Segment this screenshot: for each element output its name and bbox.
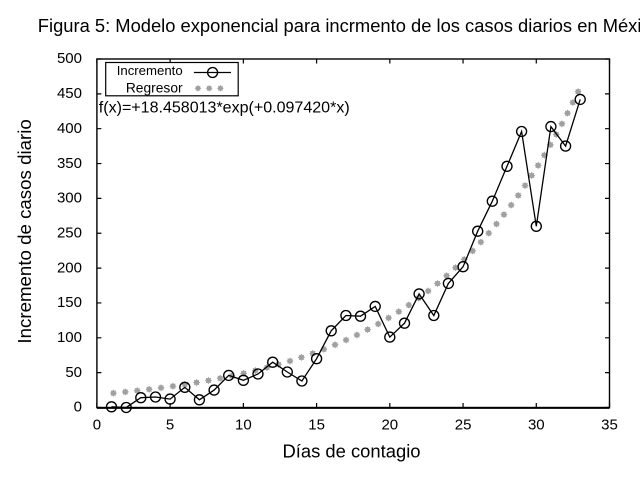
- svg-text:10: 10: [235, 417, 252, 434]
- svg-text:450: 450: [57, 85, 82, 102]
- svg-text:25: 25: [455, 417, 472, 434]
- svg-text:Figura 5: Modelo exponencial p: Figura 5: Modelo exponencial para incrme…: [38, 15, 640, 36]
- svg-text:Incremento: Incremento: [117, 63, 183, 78]
- svg-text:0: 0: [93, 417, 101, 434]
- svg-text:5: 5: [166, 417, 174, 434]
- svg-text:30: 30: [528, 417, 545, 434]
- svg-text:f(x)=+18.458013*exp(+0.097420*: f(x)=+18.458013*exp(+0.097420*x): [99, 98, 350, 116]
- svg-text:Días de contagio: Días de contagio: [282, 441, 420, 462]
- svg-text:500: 500: [57, 50, 82, 67]
- svg-text:15: 15: [308, 417, 325, 434]
- svg-text:20: 20: [381, 417, 398, 434]
- svg-text:200: 200: [57, 259, 82, 276]
- svg-text:250: 250: [57, 224, 82, 241]
- svg-text:50: 50: [65, 364, 82, 381]
- svg-text:Incremento de casos diario: Incremento de casos diario: [14, 119, 35, 343]
- svg-text:350: 350: [57, 155, 82, 172]
- svg-text:100: 100: [57, 329, 82, 346]
- svg-text:400: 400: [57, 120, 82, 137]
- svg-text:0: 0: [74, 399, 82, 416]
- svg-text:150: 150: [57, 294, 82, 311]
- svg-text:Regresor: Regresor: [126, 81, 183, 96]
- svg-text:35: 35: [601, 417, 618, 434]
- svg-text:300: 300: [57, 190, 82, 207]
